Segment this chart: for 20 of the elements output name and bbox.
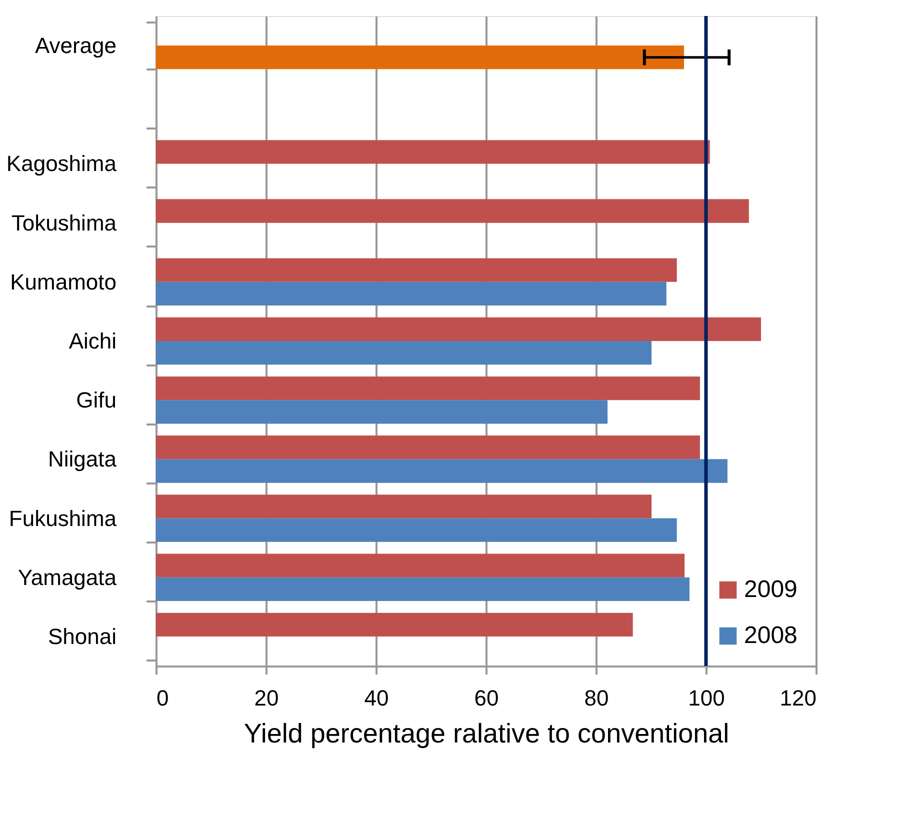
x-tick-label: 120 [780,686,816,710]
y-tick-label: Kumamoto [10,269,116,294]
x-tick-label: 100 [688,686,725,710]
y-tick-label: Tokushima [11,210,118,236]
y-tick-label: Shonai [48,624,116,649]
y-tick-label: Gifu [76,388,116,413]
legend-label: 2008 [744,622,798,649]
y-tick-label: Average [34,33,116,58]
y-tick-label: Aichi [68,328,116,354]
y-tick-label: Niigata [48,446,118,472]
x-tick-label: 80 [584,686,609,710]
y-tick-label: Fukushima [8,506,118,531]
legend-label: 2009 [744,576,798,603]
x-tick-label: 40 [364,686,389,710]
x-axis-title: Yield percentage ralative to conventional [244,718,730,748]
x-tick-label: 60 [474,686,499,710]
x-tick-label: 0 [156,686,169,710]
y-tick-label: Kagoshima [6,151,118,176]
x-tick-label: 20 [254,686,279,710]
y-tick-label: Yamagata [18,564,118,590]
